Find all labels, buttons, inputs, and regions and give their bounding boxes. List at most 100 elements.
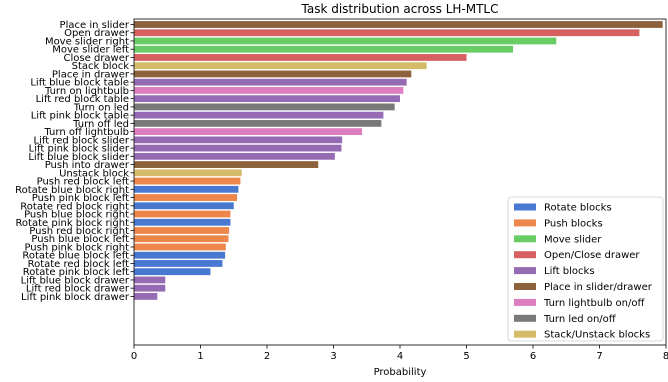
legend-swatch xyxy=(514,314,536,322)
y-tick-label: Rotate red block left xyxy=(28,259,129,270)
bar-26 xyxy=(134,235,229,243)
legend-swatch xyxy=(514,283,536,290)
y-tick-label: Lift red block slider xyxy=(34,135,130,146)
bar-10 xyxy=(134,103,395,111)
bar-12 xyxy=(134,119,382,127)
bar-33 xyxy=(134,293,158,300)
legend-label: Push blocks xyxy=(544,218,603,229)
legend-label: Turn lightbulb on/off xyxy=(543,298,645,309)
y-tick-label: Move slider right xyxy=(45,36,129,47)
bar-20 xyxy=(134,185,239,193)
legend-swatch xyxy=(514,203,536,211)
x-tick-label: 3 xyxy=(330,351,336,362)
bar-21 xyxy=(134,194,238,201)
y-tick-label: Lift red block drawer xyxy=(26,284,130,295)
bar-1 xyxy=(134,29,640,37)
y-tick-label: Push into drawer xyxy=(45,160,130,171)
bar-3 xyxy=(134,45,514,53)
legend-label: Turn led on/off xyxy=(543,314,617,325)
y-tick-label: Push red block right xyxy=(29,226,129,237)
y-tick-label: Lift pink block slider xyxy=(29,144,130,155)
y-tick-label: Rotate pink block left xyxy=(23,267,129,278)
bar-7 xyxy=(134,78,407,86)
y-tick-label: Rotate pink block right xyxy=(15,218,129,229)
bar-4 xyxy=(134,54,467,61)
bar-0 xyxy=(134,21,663,28)
y-tick-label: Push pink block left xyxy=(32,193,129,204)
x-tick-label: 7 xyxy=(596,351,602,362)
y-tick-label: Turn on led xyxy=(73,102,129,113)
legend-swatch xyxy=(514,219,536,227)
bar-5 xyxy=(134,62,427,70)
x-tick-label: 6 xyxy=(530,351,536,362)
legend-label: Stack/Unstack blocks xyxy=(544,330,650,341)
bar-14 xyxy=(134,136,343,144)
y-tick-label: Move slider left xyxy=(52,45,129,56)
bar-19 xyxy=(134,177,241,185)
x-tick-label: 8 xyxy=(663,351,668,362)
bar-11 xyxy=(134,111,384,119)
x-tick-label: 4 xyxy=(397,351,403,362)
y-tick-label: Stack block xyxy=(72,61,130,72)
bar-6 xyxy=(134,70,412,78)
legend-swatch xyxy=(514,251,536,259)
y-tick-label: Push pink block right xyxy=(24,242,129,253)
x-tick-label: 0 xyxy=(131,351,137,362)
y-tick-label: Unstack block xyxy=(59,168,129,179)
bar-13 xyxy=(134,128,363,136)
legend-swatch xyxy=(514,298,536,306)
y-tick-label: Lift blue block drawer xyxy=(21,275,130,286)
bar-23 xyxy=(134,210,231,218)
y-tick-label: Turn on lightbulb xyxy=(44,86,129,97)
bar-27 xyxy=(134,243,226,251)
y-tick-label: Push blue block left xyxy=(31,234,129,245)
legend-label: Rotate blocks xyxy=(544,203,612,214)
legend: Rotate blocks Push blocks Move slider Open/… xyxy=(507,196,664,342)
bar-28 xyxy=(134,251,226,259)
y-tick-label: Push red block left xyxy=(37,177,129,188)
bars-layer xyxy=(134,21,663,300)
bar-31 xyxy=(134,276,166,284)
y-tick-label: Place in drawer xyxy=(52,69,130,80)
y-tick-label: Rotate blue block left xyxy=(22,251,129,262)
y-tick-label: Rotate red block right xyxy=(20,201,129,212)
chart-title: Task distribution across LH-MTLC xyxy=(301,2,499,16)
bar-16 xyxy=(134,152,335,160)
legend-swatch xyxy=(514,235,536,243)
y-tick-label: Push blue block right xyxy=(24,210,129,221)
bar-18 xyxy=(134,169,242,177)
y-tick-label: Turn off led xyxy=(72,119,129,130)
bar-22 xyxy=(134,202,234,210)
bar-24 xyxy=(134,218,231,226)
y-tick-label: Rotate blue block right xyxy=(15,185,129,196)
y-tick-label: Place in slider xyxy=(60,20,130,31)
bar-17 xyxy=(134,161,319,168)
legend-label: Place in slider/drawer xyxy=(544,282,653,293)
y-tick-label: Lift blue block slider xyxy=(28,152,130,163)
y-tick-label: Open drawer xyxy=(64,28,130,39)
legend-swatch xyxy=(514,330,536,338)
legend-label: Move slider xyxy=(544,234,602,245)
bar-32 xyxy=(134,284,166,292)
plot-frame xyxy=(133,18,667,346)
bar-15 xyxy=(134,144,342,152)
bar-25 xyxy=(134,227,230,234)
legend-box xyxy=(507,196,664,342)
bar-2 xyxy=(134,37,557,45)
x-tick-label: 2 xyxy=(264,351,270,362)
legend-swatch xyxy=(514,267,536,275)
x-tick-label: 1 xyxy=(197,351,203,362)
bar-29 xyxy=(134,260,223,267)
legend-label: Open/Close drawer xyxy=(544,250,640,261)
x-axis-label: Probability xyxy=(374,367,427,378)
y-tick-label: Turn off lightbulb xyxy=(43,127,129,138)
y-tick-label: Lift red block table xyxy=(36,94,129,105)
y-tick-label: Close drawer xyxy=(64,53,130,64)
y-tick-label: Lift pink block drawer xyxy=(21,292,130,303)
bar-30 xyxy=(134,268,211,276)
x-axis: 0 1 2 3 4 5 6 7 8 xyxy=(131,345,668,362)
x-tick-label: 5 xyxy=(463,351,469,362)
bar-9 xyxy=(134,95,400,103)
